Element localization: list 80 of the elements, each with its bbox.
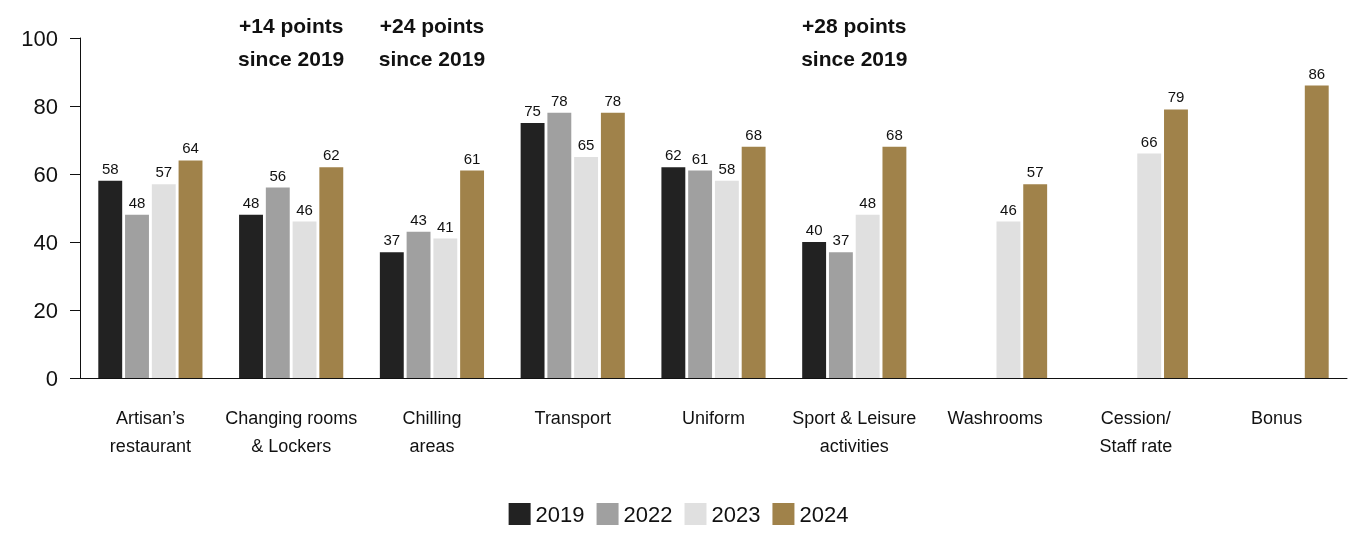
data-label: 48 xyxy=(859,193,876,211)
bar xyxy=(125,214,149,378)
x-tick-label: Bonus xyxy=(1251,408,1303,428)
bar xyxy=(151,184,176,378)
data-label: 57 xyxy=(155,163,173,181)
y-tick-label: 20 xyxy=(33,297,58,323)
x-tick-label: Artisan’s restaurant xyxy=(109,408,191,456)
bar xyxy=(239,214,263,378)
data-label: 56 xyxy=(269,166,287,184)
data-label: 86 xyxy=(1308,64,1326,82)
legend-label: 2023 xyxy=(711,501,761,527)
y-tick-label: 0 xyxy=(45,365,58,391)
bar xyxy=(574,157,599,378)
data-label: 61 xyxy=(691,149,709,167)
bar xyxy=(828,252,853,378)
x-tick-label: Uniform xyxy=(681,408,746,428)
data-label: 64 xyxy=(182,139,199,157)
x-tick-label: Cession/ Staff rate xyxy=(1099,408,1173,456)
data-label: 65 xyxy=(577,136,595,153)
data-label: 48 xyxy=(128,193,146,211)
annotation: +14 points since 2019 xyxy=(238,14,345,70)
x-tick-label: Transport xyxy=(534,408,611,428)
data-label: 61 xyxy=(463,149,481,167)
data-label: 78 xyxy=(604,91,622,109)
data-label: 68 xyxy=(745,125,762,143)
bar xyxy=(319,167,344,378)
data-label: 58 xyxy=(718,159,736,177)
data-label: 57 xyxy=(1026,163,1044,181)
bar xyxy=(265,187,290,378)
data-label: 37 xyxy=(383,231,401,249)
annotation: +28 points since 2019 xyxy=(801,14,908,70)
bar xyxy=(178,160,203,378)
x-tick-label: Sport & Leisure activities xyxy=(792,408,917,456)
y-tick-label: 60 xyxy=(33,161,58,187)
bar xyxy=(600,112,625,378)
annotation: +24 points since 2019 xyxy=(378,14,486,70)
bar xyxy=(547,112,572,378)
bar xyxy=(98,180,123,378)
data-label: 46 xyxy=(296,200,313,218)
bar xyxy=(292,221,317,378)
bar xyxy=(1164,109,1188,378)
bar xyxy=(520,123,545,378)
data-label: 58 xyxy=(101,159,119,177)
bar xyxy=(714,180,739,378)
data-label: 62 xyxy=(665,146,682,164)
data-label: 43 xyxy=(410,210,427,228)
bar xyxy=(996,221,1021,378)
bar xyxy=(1304,85,1329,378)
data-label: 79 xyxy=(1167,88,1185,106)
bar xyxy=(460,170,485,378)
x-tick-label: Changing rooms & Lockers xyxy=(225,408,358,456)
data-label: 46 xyxy=(1000,200,1017,218)
y-tick-label: 40 xyxy=(33,229,58,255)
bar xyxy=(433,238,458,378)
data-label: 48 xyxy=(242,193,260,211)
data-label: 62 xyxy=(322,146,340,164)
data-label: 78 xyxy=(551,91,568,109)
legend-label: 2022 xyxy=(623,501,673,527)
legend-label: 2024 xyxy=(799,501,849,527)
bar xyxy=(688,170,713,378)
data-label: 66 xyxy=(1140,132,1158,150)
data-label: 75 xyxy=(524,102,541,119)
bar xyxy=(1023,184,1048,378)
bar xyxy=(406,231,431,378)
bar xyxy=(379,252,404,378)
bar xyxy=(855,214,880,378)
data-label: 41 xyxy=(436,217,454,235)
x-tick-label: Chilling areas xyxy=(402,408,462,456)
y-tick-label: 80 xyxy=(33,93,58,119)
x-tick-label: Washrooms xyxy=(947,408,1043,428)
bar xyxy=(802,242,827,378)
data-label: 37 xyxy=(832,231,850,249)
data-label: 68 xyxy=(886,125,903,143)
y-tick-label: 100 xyxy=(21,25,58,51)
legend-label: 2019 xyxy=(535,501,585,527)
data-label: 40 xyxy=(805,221,823,238)
bar xyxy=(741,146,766,378)
bar xyxy=(661,167,686,378)
bar xyxy=(1137,153,1162,378)
bar xyxy=(882,146,907,378)
